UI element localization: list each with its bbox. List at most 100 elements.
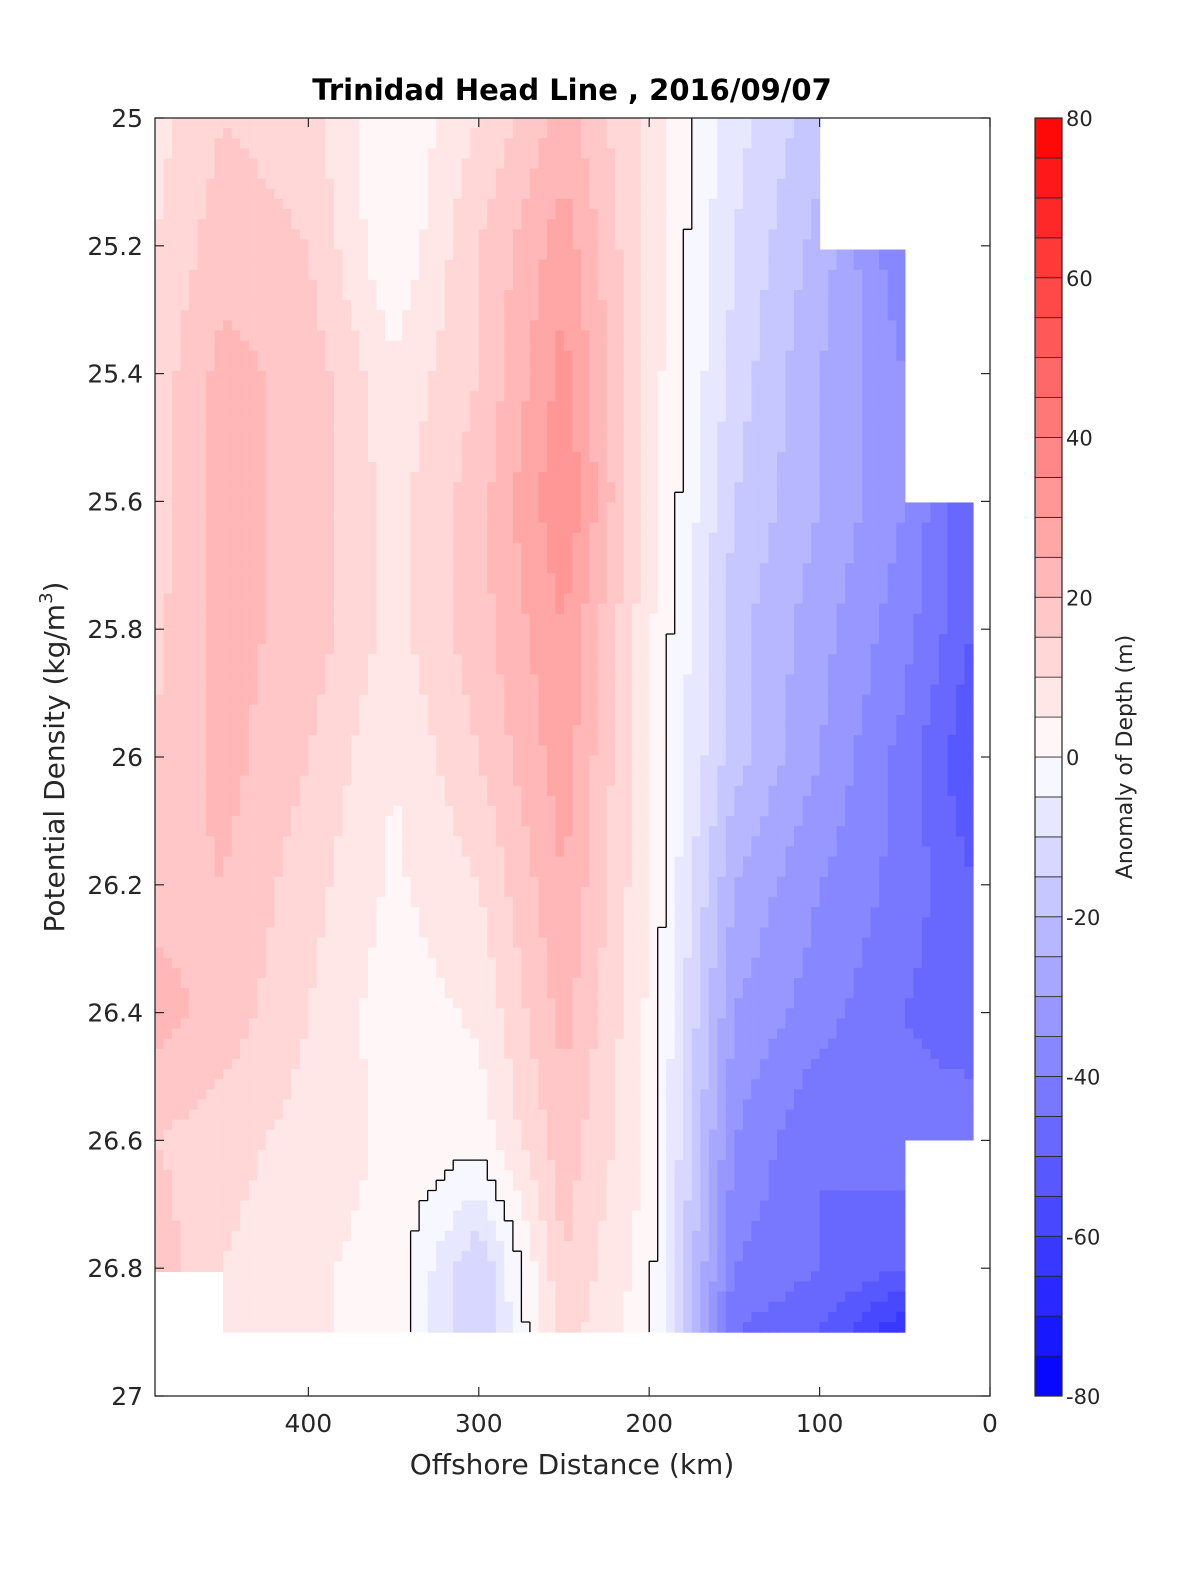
contour-cell: [615, 563, 625, 574]
contour-cell: [240, 563, 250, 574]
contour-cell: [274, 138, 284, 149]
contour-cell: [853, 269, 863, 281]
contour-cell: [163, 644, 173, 655]
contour-cell: [206, 128, 216, 139]
contour-cell: [444, 684, 454, 696]
contour-cell: [819, 613, 829, 625]
contour-cell: [930, 613, 940, 625]
contour-cell: [657, 492, 667, 504]
contour-cell: [444, 451, 454, 463]
contour-cell: [257, 188, 267, 200]
contour-cell: [708, 391, 718, 402]
contour-cell: [359, 370, 369, 382]
contour-cell: [691, 391, 701, 402]
contour-cell: [776, 118, 787, 129]
contour-cell: [598, 350, 608, 362]
contour-cell: [887, 553, 897, 564]
contour-cell: [930, 573, 940, 585]
contour-cell: [862, 583, 872, 595]
contour-cell: [615, 310, 625, 321]
contour-cell: [666, 441, 676, 453]
contour-cell: [393, 664, 403, 676]
contour-cell: [504, 279, 514, 291]
contour-cell: [734, 542, 744, 554]
contour-cell: [521, 563, 531, 574]
contour-cell: [410, 178, 420, 190]
contour-cell: [504, 654, 514, 665]
contour-cell: [402, 128, 412, 139]
contour-cell: [683, 310, 693, 321]
contour-cell: [274, 198, 284, 210]
contour-cell: [410, 168, 420, 180]
contour-cell: [819, 391, 829, 402]
contour-cell: [734, 462, 744, 473]
contour-cell: [265, 482, 275, 493]
contour-cell: [163, 563, 173, 574]
contour-cell: [546, 563, 557, 574]
contour-cell: [325, 563, 335, 574]
contour-cell: [444, 542, 454, 554]
contour-cell: [836, 290, 846, 301]
contour-cell: [478, 340, 488, 352]
contour-cell: [563, 188, 574, 200]
contour-cell: [623, 148, 633, 160]
contour-cell: [845, 340, 855, 352]
contour-cell: [819, 401, 829, 413]
contour-cell: [563, 128, 574, 139]
contour-cell: [666, 158, 676, 170]
contour-cell: [615, 553, 625, 564]
contour-cell: [504, 603, 514, 615]
contour-cell: [725, 219, 735, 230]
contour-cell: [589, 188, 599, 200]
contour-cell: [274, 553, 284, 564]
contour-cell: [529, 573, 540, 585]
contour-cell: [538, 118, 548, 129]
contour-cell: [529, 259, 540, 271]
contour-cell: [257, 118, 267, 129]
contour-cell: [155, 330, 165, 342]
contour-cell: [785, 391, 795, 402]
contour-cell: [708, 542, 718, 554]
contour-cell: [700, 593, 710, 605]
contour-cell: [180, 370, 190, 382]
contour-cell: [478, 350, 488, 362]
contour-cell: [811, 360, 821, 372]
contour-cell: [785, 279, 795, 291]
contour-cell: [683, 259, 693, 271]
contour-cell: [700, 654, 710, 665]
contour-cell: [845, 633, 855, 645]
contour-cell: [700, 320, 710, 332]
contour-cell: [478, 633, 488, 645]
contour-cell: [555, 239, 565, 251]
contour-cell: [632, 370, 642, 382]
contour-cell: [615, 219, 625, 230]
contour-cell: [751, 603, 761, 615]
contour-cell: [546, 330, 557, 342]
contour-cell: [512, 148, 522, 160]
contour-cell: [802, 563, 812, 574]
contour-cell: [691, 522, 701, 534]
contour-cell: [359, 269, 369, 281]
contour-cell: [572, 340, 582, 352]
contour-cell: [470, 532, 480, 544]
contour-cell: [368, 340, 378, 352]
contour-cell: [368, 198, 378, 210]
contour-cell: [615, 583, 625, 595]
contour-cell: [606, 229, 616, 241]
contour-cell: [742, 664, 753, 676]
contour-cell: [649, 633, 659, 645]
contour-cell: [419, 482, 429, 493]
contour-cell: [759, 350, 770, 362]
contour-cell: [862, 522, 872, 534]
contour-cell: [368, 381, 378, 392]
contour-cell: [930, 603, 940, 615]
contour-cell: [666, 542, 676, 554]
contour-cell: [785, 553, 795, 564]
contour-cell: [691, 279, 701, 291]
contour-cell: [291, 249, 301, 261]
contour-cell: [478, 502, 488, 514]
contour-cell: [478, 441, 488, 453]
contour-cell: [274, 330, 284, 342]
contour-cell: [666, 360, 676, 372]
contour-cell: [512, 259, 522, 271]
